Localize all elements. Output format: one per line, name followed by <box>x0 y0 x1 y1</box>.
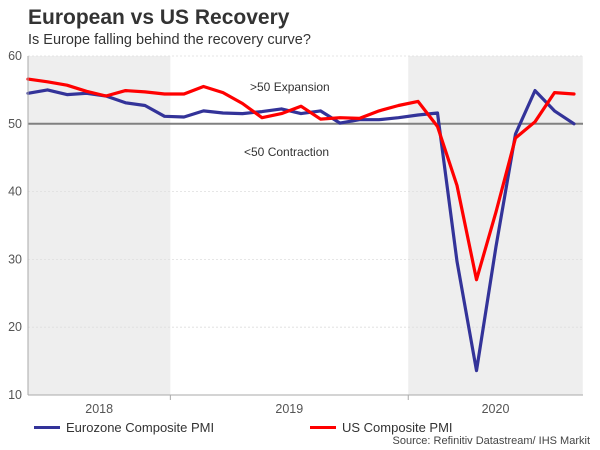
legend-item-eurozone[interactable]: Eurozone Composite PMI <box>34 420 214 435</box>
y-tick-label: 50 <box>8 117 22 131</box>
y-tick-label: 20 <box>8 320 22 334</box>
year-band-2018 <box>28 56 171 395</box>
eurozone-legend-swatch <box>34 426 60 429</box>
contraction-annotation: <50 Contraction <box>244 145 329 159</box>
source-note: Source: Refinitiv Datastream/ IHS Markit <box>392 435 590 447</box>
x-tick-label: 2018 <box>85 402 113 416</box>
x-tick-label: 2019 <box>275 402 303 416</box>
y-tick-label: 10 <box>8 388 22 402</box>
us-legend-label: US Composite PMI <box>342 420 453 435</box>
us-pmi-line <box>26 77 576 282</box>
y-tick-label: 30 <box>8 252 22 266</box>
us-legend-swatch <box>310 426 336 429</box>
expansion-annotation: >50 Expansion <box>250 80 330 94</box>
legend-item-us[interactable]: US Composite PMI <box>310 420 453 435</box>
chart-subtitle: Is Europe falling behind the recovery cu… <box>28 32 311 48</box>
y-tick-label: 40 <box>8 185 22 199</box>
year-band-2020 <box>408 56 583 395</box>
eurozone-pmi-line <box>26 88 576 373</box>
y-tick-label: 60 <box>8 49 22 63</box>
chart-title: European vs US Recovery <box>28 6 290 29</box>
eurozone-legend-label: Eurozone Composite PMI <box>66 420 215 435</box>
x-tick-label: 2020 <box>482 402 510 416</box>
